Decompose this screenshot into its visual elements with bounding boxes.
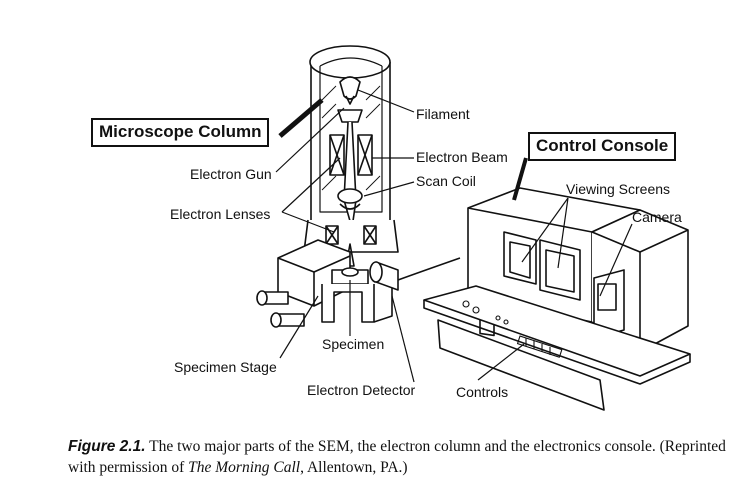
controls-label: Controls [456, 384, 509, 400]
leader-lines [275, 89, 633, 383]
specimen-label: Specimen [322, 336, 385, 352]
electron-beam-label: Electron Beam [416, 149, 508, 165]
caption-source-tail: , Allentown, PA.) [300, 459, 408, 476]
microscope-column-label: Microscope Column [91, 118, 270, 147]
caption-text: The two major parts of the SEM, the elec… [68, 438, 726, 476]
control-console-label: Control Console [528, 132, 677, 161]
control-console-drawing [423, 187, 691, 411]
scan-coil-label: Scan Coil [416, 173, 476, 189]
filament-label: Filament [416, 106, 470, 122]
electron-gun-label: Electron Gun [190, 166, 272, 182]
electron-detector-label: Electron Detector [307, 382, 416, 398]
viewing-screens-label: Viewing Screens [566, 181, 671, 197]
specimen-stage-label: Specimen Stage [174, 359, 277, 375]
electron-lenses-label: Electron Lenses [170, 206, 271, 222]
microscope-column-drawing [256, 45, 461, 328]
figure-number: Figure 2.1. [68, 438, 146, 455]
caption-source: The Morning Call [188, 459, 301, 476]
camera-label: Camera [632, 209, 682, 225]
figure-caption: Figure 2.1. The two major parts of the S… [68, 436, 738, 478]
